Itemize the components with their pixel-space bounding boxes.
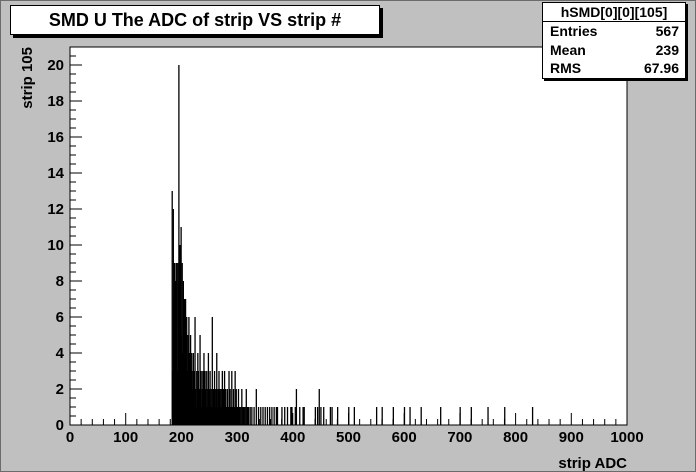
x-tick-label: 100 [113,429,138,446]
x-tick-label: 900 [559,429,584,446]
y-tick-label: 12 [47,201,64,218]
x-axis-label: strip ADC [558,455,627,471]
stats-label: Mean [550,41,586,58]
stats-row-mean: Mean 239 [543,41,685,60]
y-tick-label: 20 [47,57,64,74]
y-tick-label: 14 [47,165,64,182]
x-tick-label: 0 [66,429,74,446]
x-tick-label: 600 [392,429,417,446]
x-tick-label: 400 [280,429,305,446]
y-tick-label: 8 [56,273,64,290]
y-tick-label: 2 [56,381,64,398]
x-tick-label: 1000 [610,429,643,446]
y-tick-label: 0 [56,417,64,434]
y-tick-label: 10 [47,237,64,254]
chart-title-text: SMD U The ADC of strip VS strip # [48,10,342,30]
stats-value: 67.96 [643,60,679,76]
stats-row-rms: RMS 67.96 [543,59,685,78]
stats-value: 567 [655,23,679,39]
stats-value: 239 [655,41,679,58]
x-tick-label: 500 [336,429,361,446]
histogram-bins [171,65,534,425]
x-tick-label: 200 [169,429,194,446]
y-tick-label: 16 [47,129,64,146]
plot-frame [69,46,628,426]
y-tick-label: 18 [47,93,64,110]
stats-label: Entries [550,23,598,39]
axis-ticks: 0 100 200 300 400 500 600 700 800 900 1000 0 2 4 6 8 10 1… [47,46,644,446]
x-tick-label: 300 [225,429,250,446]
x-tick-label: 700 [447,429,472,446]
chart-title: SMD U The ADC of strip VS strip # [10,5,380,35]
x-tick-label: 800 [503,429,528,446]
y-tick-label: 4 [56,345,65,362]
stats-histogram-name: hSMD[0][0][105] [543,3,685,22]
y-axis-label: strip 105 [19,47,36,109]
y-tick-label: 6 [56,309,64,326]
stats-label: RMS [550,60,582,76]
stats-row-entries: Entries 567 [543,22,685,41]
stats-box: hSMD[0][0][105] Entries 567 Mean 239 RMS… [542,2,686,79]
